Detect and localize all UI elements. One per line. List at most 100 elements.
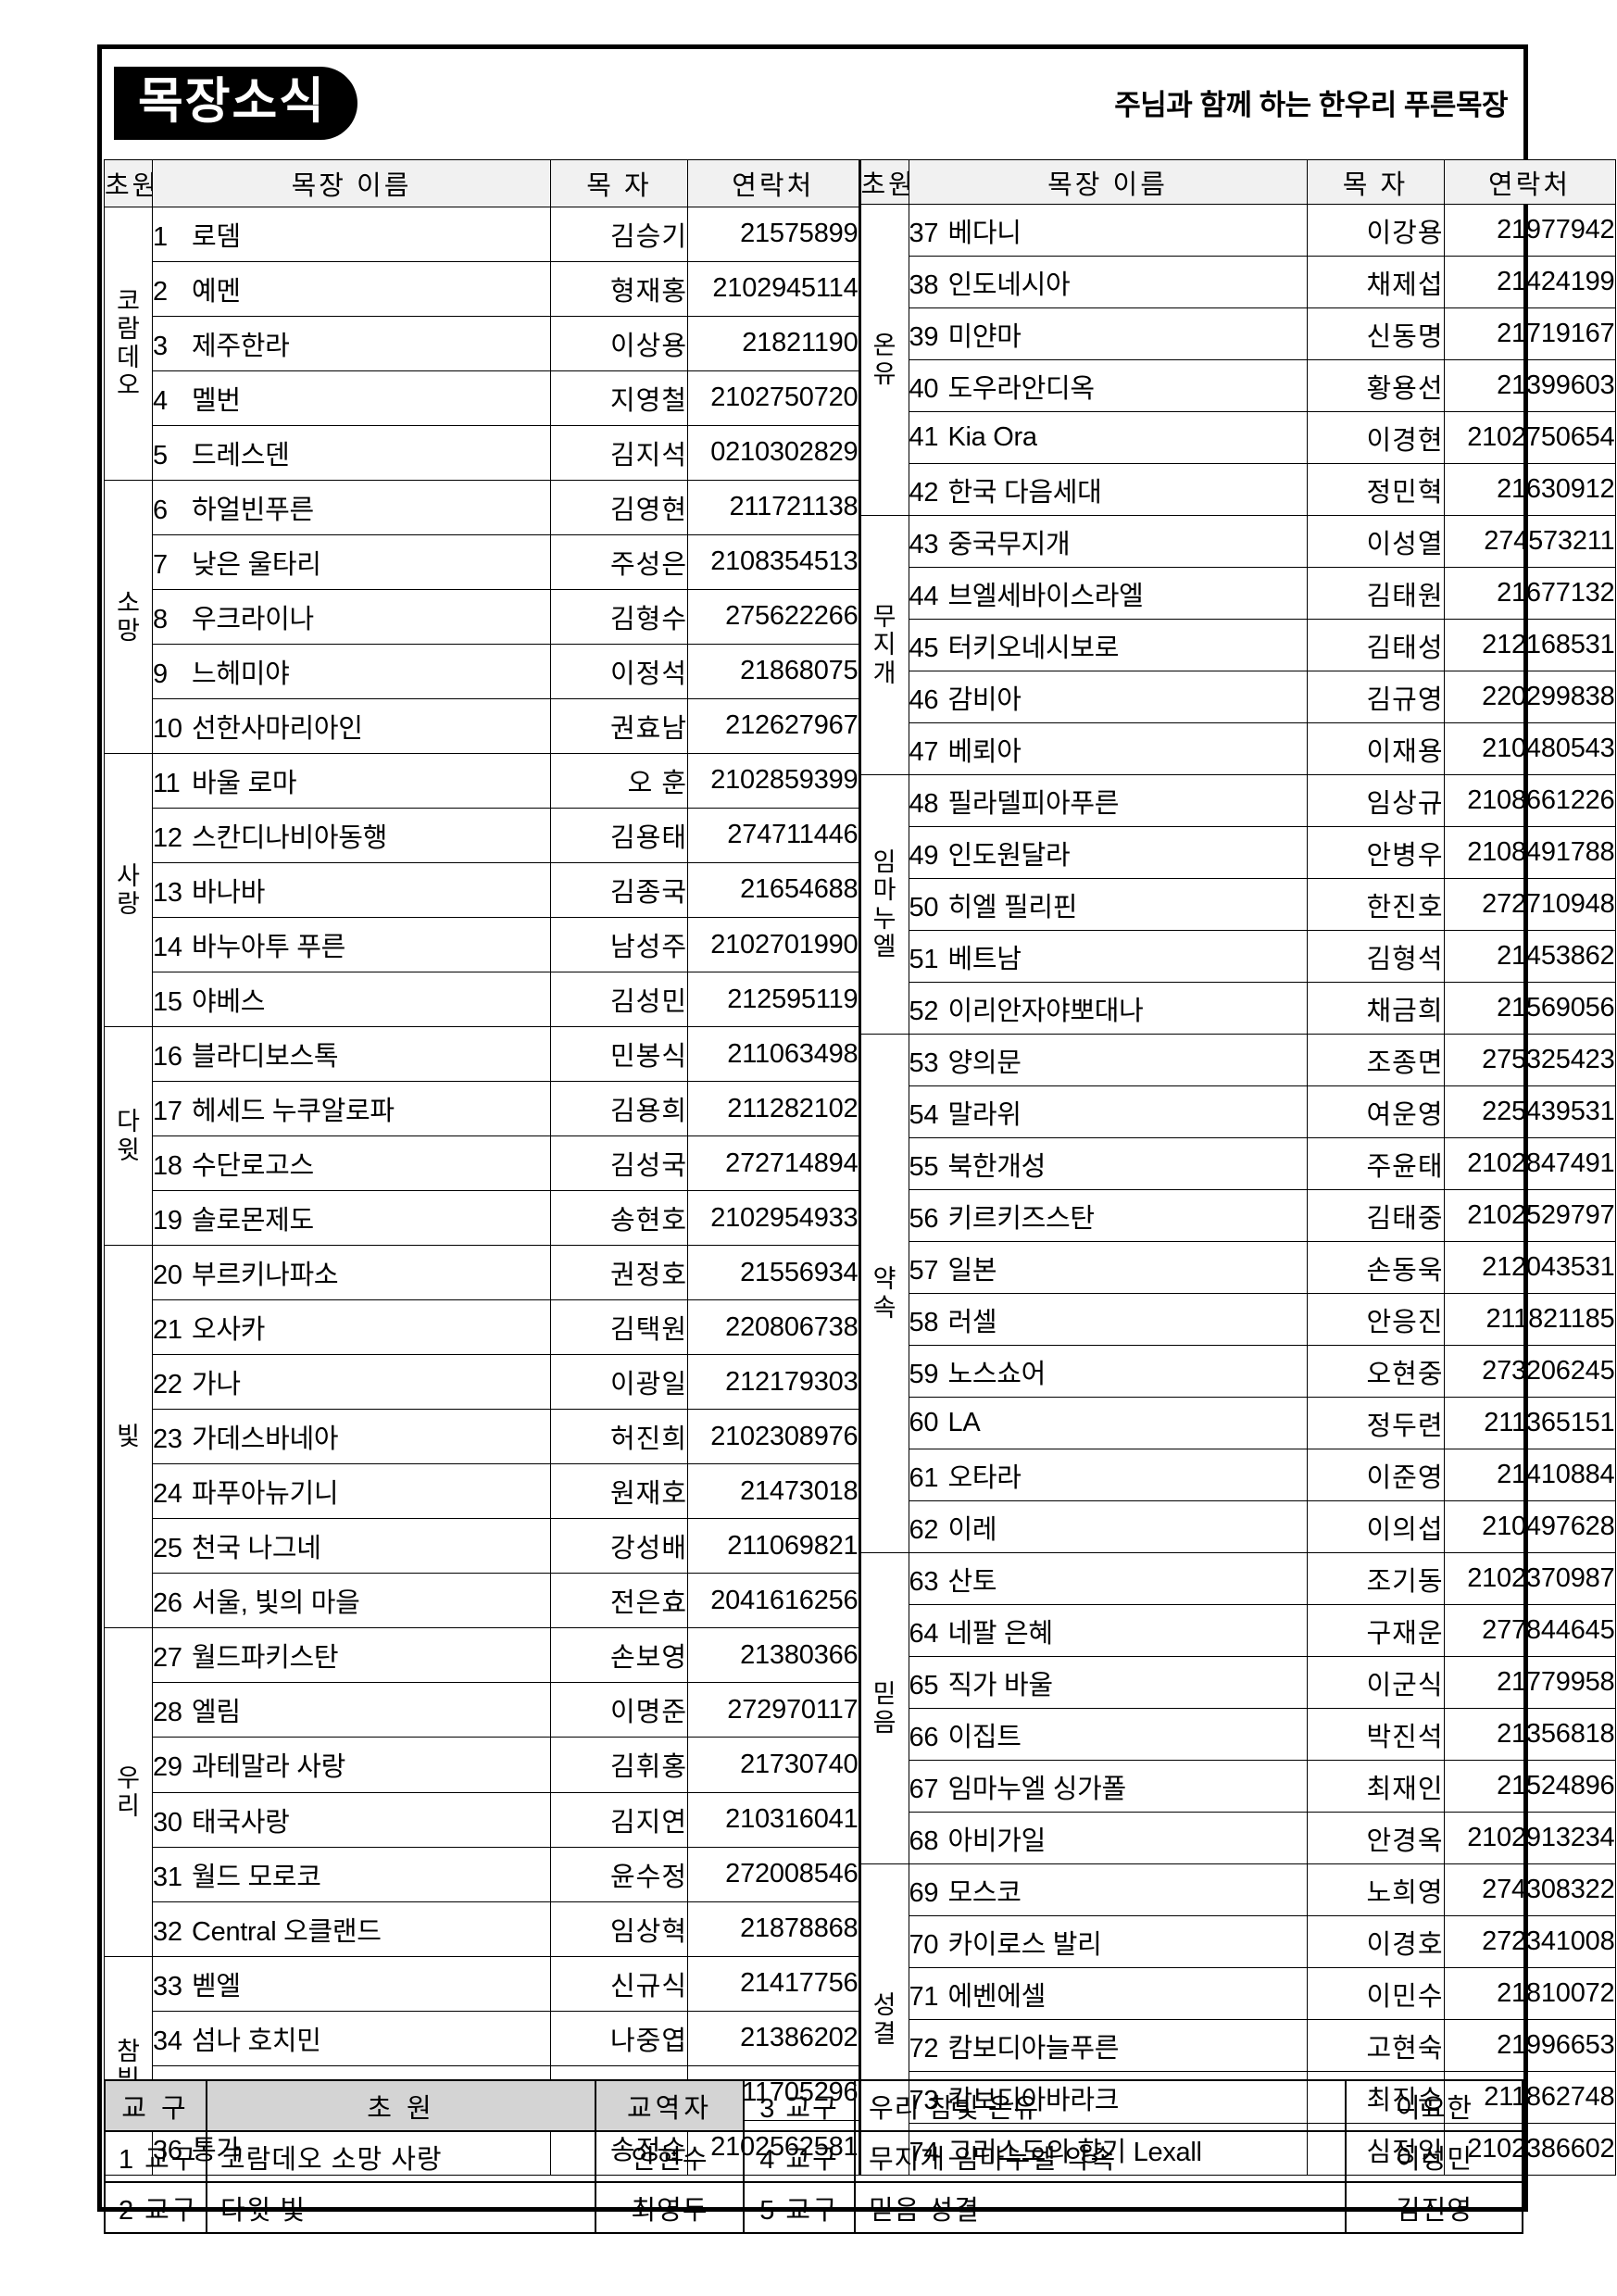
pastorate-name: 러셀: [947, 1307, 997, 1337]
pastorate-name-cell: 52 이리안자야뽀대나: [908, 982, 1308, 1035]
pastor-name: 김성민: [550, 972, 688, 1028]
pastorate-index: 26: [153, 1588, 182, 1619]
pastorate-name: 바울 로마: [192, 768, 297, 798]
pastorate-name: 스칸디나비아동행: [192, 822, 388, 853]
summary-col-header-zones: 초 원: [206, 2079, 596, 2132]
pastorate-name: 부르키나파소: [192, 1261, 339, 1291]
pastorate-name: 네팔 은혜: [947, 1618, 1054, 1649]
summary-col-header-minister: 교역자: [595, 2079, 745, 2132]
pastorate-name: 양의문: [947, 1048, 1022, 1078]
pastorate-name: 느헤미야: [192, 659, 290, 689]
table-row: 13 바나바 김종국 21654688: [105, 861, 859, 919]
pastorate-name-cell: 72 캄보디아늘푸른: [908, 2019, 1308, 2072]
pastorate-name-cell: 22 가나: [152, 1354, 551, 1411]
pastorate-name-cell: 3 제주한라: [152, 315, 551, 371]
pastorate-name-cell: 16 블라디보스톡: [152, 1026, 551, 1083]
pastorate-name: 베트남: [947, 944, 1022, 974]
pastorate-name: 솔로몬제도: [192, 1206, 314, 1236]
pastorate-name: 우크라이나: [192, 604, 314, 634]
pastorate-name: 도우라안디옥: [947, 373, 1096, 404]
pastor-name: 김지연: [550, 1791, 688, 1848]
pastorate-name: 태국사랑: [192, 1807, 290, 1838]
contact-number: 0210302829: [687, 424, 859, 481]
table-row: 코 람 데 오 1 로뎀 김승기 21575899: [104, 206, 859, 481]
pastorate-index: 13: [153, 877, 182, 908]
pastorate-name: 파푸아뉴기니: [192, 1479, 339, 1510]
contact-number: 2108354513: [687, 533, 859, 590]
pastorate-index: 61: [909, 1462, 939, 1493]
pastorate-name-cell: 37 베다니: [908, 204, 1308, 257]
pastor-name: 이경호: [1306, 1915, 1445, 1968]
pastorate-index: 50: [909, 892, 939, 922]
pastorate-index: 60: [909, 1408, 939, 1437]
pastor-name: 김태중: [1306, 1189, 1445, 1242]
contact-number: 274573211: [1443, 515, 1616, 568]
contact-number: 211063498: [687, 1026, 859, 1083]
table-row: 14 바누아투 푸른 남성주 2102701990: [105, 916, 859, 973]
contact-number: 2102701990: [687, 916, 859, 973]
pastorate-name: 예멘: [192, 276, 241, 307]
pastorate-name-cell: 55 북한개성: [908, 1137, 1308, 1190]
contact-number: 21677132: [1443, 567, 1616, 620]
pastor-name: 정민혁: [1306, 463, 1445, 516]
pastorate-name: 서울, 빛의 마을: [192, 1588, 360, 1619]
pastorate-index: 53: [909, 1048, 939, 1078]
pastorate-name-cell: 6 하얼빈푸른: [152, 479, 551, 535]
pastorate-index: 65: [909, 1670, 939, 1700]
pastorate-name-cell: 4 멜번: [152, 370, 551, 426]
pastorate-name: 바누아투 푸른: [192, 933, 346, 963]
table-row: 3 제주한라 이상용 21821190: [105, 315, 859, 371]
table-row: 9 느헤미야 이정석 21868075: [105, 643, 859, 699]
pastor-name: 손보영: [550, 1627, 688, 1684]
pastorate-index: 29: [153, 1752, 182, 1783]
pastorate-name: 야베스: [192, 987, 266, 1018]
pastor-name: 채금희: [1306, 982, 1445, 1035]
table-row: 46 감비아 김규영 220299838: [860, 671, 1616, 723]
pastorate-name-cell: 29 과테말라 사랑: [152, 1737, 551, 1793]
pastorate-name-cell: 39 미얀마: [908, 307, 1308, 360]
pastor-name: 김승기: [550, 206, 688, 262]
summary-minister: 안현수: [595, 2130, 745, 2183]
pastor-name: 주윤태: [1306, 1137, 1445, 1190]
table-row: 40 도우라안디옥 황용선 21399603: [860, 359, 1616, 412]
pastorate-name: 카이로스 발리: [947, 1929, 1102, 1960]
pastorate-name: 블라디보스톡: [192, 1042, 339, 1073]
contact-number: 272714894: [687, 1135, 859, 1192]
pastorate-name-cell: 7 낮은 울타리: [152, 533, 551, 590]
table-header-row-right: 초원 목장 이름 목 자 연락처: [859, 159, 1616, 205]
pastor-name: 이성열: [1306, 515, 1445, 568]
table-row: 믿 음 63 산토 조기동 2102370987: [859, 1552, 1616, 1864]
pastorate-name-cell: 59 노스쇼어: [908, 1345, 1308, 1398]
pastor-name: 이의섭: [1306, 1500, 1445, 1553]
contact-number: 21575899: [687, 206, 859, 262]
contact-number: 2102529797: [1443, 1189, 1616, 1242]
pastorate-index: 47: [909, 736, 939, 767]
pastor-name: 권정호: [550, 1245, 688, 1301]
contact-number: 274308322: [1443, 1863, 1616, 1916]
pastor-name: 이강용: [1306, 204, 1445, 257]
pastor-name: 김종국: [550, 861, 688, 919]
pastorate-name: 말라위: [947, 1099, 1022, 1130]
pastorate-index: 33: [153, 1971, 182, 2001]
contact-number: 2102945114: [687, 260, 859, 317]
pastor-name: 주성은: [550, 533, 688, 590]
pastorate-index: 59: [909, 1359, 939, 1389]
pastor-name: 신규식: [550, 1955, 688, 2012]
pastorate-index: 27: [153, 1643, 182, 1674]
pastorate-name-cell: 62 이레: [908, 1500, 1308, 1553]
pastorate-name: 멜번: [192, 385, 241, 416]
contact-number: 21977942: [1443, 204, 1616, 257]
contact-number: 21524896: [1443, 1760, 1616, 1813]
table-row: 성 결 69 모스코 노희영 274308322: [859, 1863, 1616, 2176]
pastorate-name: 이레: [947, 1514, 997, 1545]
table-row: 21 오사카 김택원 220806738: [105, 1299, 859, 1356]
contact-number: 212179303: [687, 1354, 859, 1411]
pastorate-index: 45: [909, 633, 939, 663]
pastorate-index: 44: [909, 581, 939, 611]
pastor-name: 허진희: [550, 1409, 688, 1465]
contact-number: 21868075: [687, 643, 859, 699]
contact-number: 210316041: [687, 1791, 859, 1848]
pastorate-name: Central 오클랜드: [192, 1916, 382, 1947]
pastorate-name-cell: 70 카이로스 발리: [908, 1915, 1308, 1968]
zone-label: 다 윗: [104, 1026, 153, 1247]
